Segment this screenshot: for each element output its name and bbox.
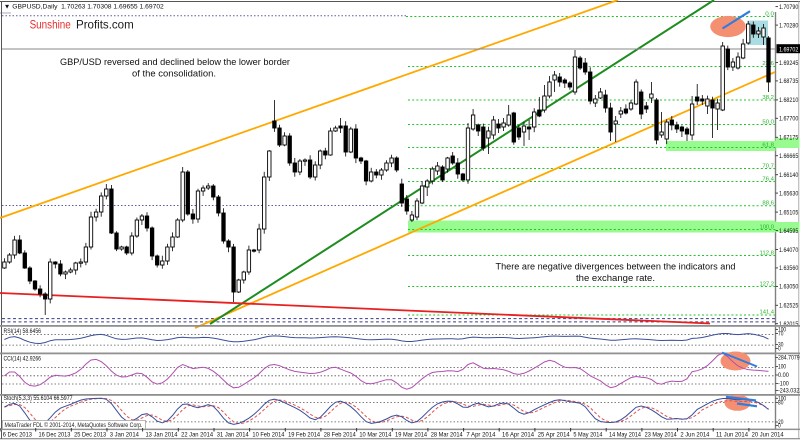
svg-text:1.64595: 1.64595 [779, 228, 799, 235]
svg-text:1.65630: 1.65630 [779, 190, 799, 197]
svg-text:0.00: 0.00 [778, 373, 789, 379]
svg-text:1.65105: 1.65105 [779, 209, 799, 216]
svg-text:13 Jan 2014: 13 Jan 2014 [145, 431, 177, 438]
svg-text:28 Mar 2014: 28 Mar 2014 [431, 431, 463, 438]
svg-text:1.67175: 1.67175 [779, 135, 799, 142]
svg-text:16 Dec 2013: 16 Dec 2013 [38, 431, 70, 438]
svg-text:80: 80 [778, 400, 784, 406]
svg-text:1.62525: 1.62525 [779, 303, 799, 310]
svg-text:30: 30 [778, 343, 784, 349]
svg-text:112.8: 112.8 [760, 251, 775, 257]
svg-text:1.62015: 1.62015 [779, 321, 799, 328]
svg-text:1.69245: 1.69245 [779, 60, 799, 67]
svg-text:100: 100 [778, 365, 787, 371]
svg-text:23 May 2014: 23 May 2014 [645, 431, 677, 438]
svg-text:10 Feb 2014: 10 Feb 2014 [252, 431, 284, 438]
svg-text:1.66665: 1.66665 [779, 153, 799, 160]
svg-text:31 Jan 2014: 31 Jan 2014 [217, 431, 249, 438]
svg-text:100: 100 [778, 396, 787, 402]
svg-text:▼ GBPUSD,Daily 1.70263 1.7030: ▼ GBPUSD,Daily 1.70263 1.70308 1.69655 1… [4, 3, 164, 10]
svg-text:19 Feb 2014: 19 Feb 2014 [288, 431, 320, 438]
svg-text:1.68210: 1.68210 [779, 97, 799, 104]
svg-text:-100: -100 [778, 382, 789, 388]
svg-text:Profits.com: Profits.com [76, 18, 134, 32]
svg-text:70: 70 [778, 332, 784, 338]
svg-text:RSI(14) 58.6456: RSI(14) 58.6456 [4, 328, 42, 335]
svg-text:20 Jun 2014: 20 Jun 2014 [752, 431, 784, 438]
svg-text:There are negative divergences: There are negative divergences between t… [496, 262, 736, 272]
svg-text:70.7: 70.7 [762, 164, 774, 170]
svg-text:-243.0322: -243.0322 [778, 389, 800, 395]
svg-text:1.67700: 1.67700 [779, 116, 799, 123]
svg-text:25 Apr 2014: 25 Apr 2014 [538, 431, 570, 438]
svg-text:Sunshine: Sunshine [30, 18, 71, 32]
svg-text:284.7079: 284.7079 [778, 356, 800, 362]
svg-text:100: 100 [778, 328, 787, 334]
svg-text:0.0: 0.0 [765, 12, 774, 18]
svg-text:GBP/USD reversed and declined: GBP/USD reversed and declined below the … [60, 57, 290, 67]
svg-text:1.63050: 1.63050 [779, 284, 799, 291]
svg-text:100.0: 100.0 [760, 225, 775, 231]
svg-text:CCI(14) 42.9266: CCI(14) 42.9266 [4, 355, 42, 362]
svg-text:38.2: 38.2 [762, 95, 774, 101]
svg-text:10 Mar 2014: 10 Mar 2014 [359, 431, 391, 438]
svg-text:MetaTrader FDL © 2001-2014, Me: MetaTrader FDL © 2001-2014, MetaQuotes S… [5, 422, 143, 429]
svg-text:1.63560: 1.63560 [779, 265, 799, 272]
svg-text:the exchange rate.: the exchange rate. [576, 273, 655, 283]
svg-text:7 Apr 2014: 7 Apr 2014 [466, 431, 496, 438]
svg-text:28 Feb 2014: 28 Feb 2014 [324, 431, 356, 438]
svg-text:of the consolidation.: of the consolidation. [132, 69, 216, 79]
svg-text:Stoch(5,3,3) 55.6104 66.5977: Stoch(5,3,3) 55.6104 66.5977 [4, 395, 73, 402]
svg-text:1.66140: 1.66140 [779, 172, 799, 179]
svg-text:50.0: 50.0 [762, 120, 774, 126]
svg-text:1.68735: 1.68735 [779, 78, 799, 85]
svg-text:14 May 2014: 14 May 2014 [609, 431, 641, 438]
svg-text:5 May 2014: 5 May 2014 [573, 431, 602, 438]
svg-text:6 Dec 2013: 6 Dec 2013 [3, 431, 32, 438]
svg-text:61.8: 61.8 [762, 143, 774, 149]
svg-text:2 Jun 2014: 2 Jun 2014 [680, 431, 709, 438]
svg-text:1.70280: 1.70280 [779, 22, 799, 29]
svg-text:76.4: 76.4 [762, 177, 774, 183]
svg-text:1.64070: 1.64070 [779, 247, 799, 254]
svg-text:88.6: 88.6 [762, 201, 774, 207]
svg-text:25 Dec 2013: 25 Dec 2013 [74, 431, 106, 438]
svg-text:127.2: 127.2 [760, 282, 775, 288]
svg-text:1.69702: 1.69702 [779, 46, 799, 53]
svg-text:3 Jan 2014: 3 Jan 2014 [110, 431, 139, 438]
svg-text:19 Mar 2014: 19 Mar 2014 [395, 431, 427, 438]
svg-text:0: 0 [778, 424, 781, 430]
svg-text:20: 20 [778, 420, 784, 426]
svg-text:141.4: 141.4 [760, 310, 775, 316]
svg-text:22 Jan 2014: 22 Jan 2014 [181, 431, 213, 438]
svg-text:16 Apr 2014: 16 Apr 2014 [502, 431, 534, 438]
svg-text:0: 0 [778, 347, 781, 353]
svg-text:11 Jun 2014: 11 Jun 2014 [716, 431, 748, 438]
svg-text:1.70790: 1.70790 [779, 4, 799, 11]
